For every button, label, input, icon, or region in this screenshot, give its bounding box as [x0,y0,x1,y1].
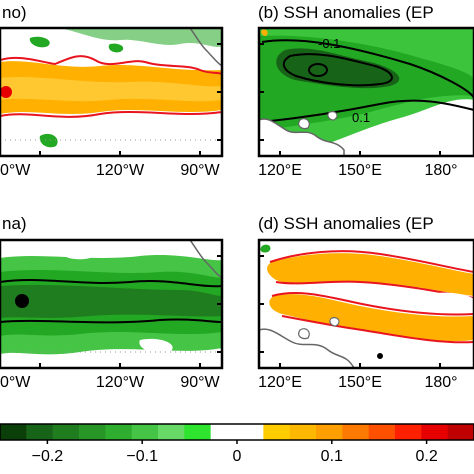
panel-d-islands [298,317,340,340]
panel-b-title: (b) SSH anomalies (EP [258,3,434,22]
panel-d-xtick-0: 120°E [258,374,302,391]
panel-b-contour-label-pos: 0.1 [352,110,370,125]
colorbar-tick-label: 0.1 [320,448,343,465]
panel-a-xtick-0: 0°W [0,162,31,179]
colorbar-cell [79,424,106,440]
panel-c-green-core [0,284,222,318]
colorbar-cell [447,424,474,440]
panel-a-title: no) [2,3,27,22]
panel-b-islands [298,111,338,130]
panel-a-green-bottom [39,133,58,148]
colorbar-cell [342,424,370,440]
colorbar-cell [210,424,238,440]
panel-a-green-spots [29,36,124,53]
panel-b-white-right [400,106,474,156]
panel-b-xtick-2: 180° [424,162,458,179]
colorbar-cell [52,424,80,440]
panel-d-red-low [271,292,474,344]
panel-b-map [259,28,474,156]
panel-d-title: (d) SSH anomalies (EP [258,214,434,233]
panel-a-red-contour [0,55,222,118]
panel-a-xtick-2: 90°W [180,162,220,179]
panel-b-xtick-1: 150°E [338,162,382,179]
panel-c-white-holes [59,246,173,354]
colorbar-cell [105,424,133,440]
colorbar-tick-label: −0.1 [126,448,158,465]
panel-d-orange-low [269,294,474,342]
panel-b-contour-label-neg: -0.1 [318,36,340,51]
colorbar-cell [263,424,291,440]
panel-b-contour-inner [282,53,393,87]
colorbar-cell [26,424,54,440]
colorbar-cell [131,424,159,440]
panel-b-ticks [259,43,441,156]
colorbar-cell [184,424,212,440]
colorbar-cell [237,424,264,440]
panel-b-contour-core [308,63,328,77]
colorbar [0,424,474,444]
panel-c-ticks [39,255,222,368]
panel-b-xtick-0: 120°E [258,162,302,179]
panel-c-xtick-2: 90°W [180,374,220,391]
panel-d-xtick-2: 180° [424,374,458,391]
colorbar-cell [316,424,343,440]
panel-a-red-dot [0,86,12,98]
panel-c-map [0,240,222,368]
panel-c-contour [0,279,222,324]
panel-a-ticks [39,43,222,156]
panel-d-ticks [259,255,441,368]
panel-c-title: na) [2,214,27,233]
panel-a-map [0,28,222,156]
panel-a-xtick-1: 120°W [95,162,145,179]
panel-a-green-top [0,28,222,47]
panel-b-orange-spots [261,29,268,36]
colorbar-tick-label: 0 [232,448,242,465]
panel-d-land [259,328,355,368]
panel-a-coast [189,28,222,67]
colorbar-cell [289,424,317,440]
colorbar-cell [395,424,422,440]
panel-c-xtick-0: 0°W [0,374,31,391]
colorbar-tick-label: −0.2 [31,448,64,465]
panel-d-white-right [430,292,474,312]
panel-d-xtick-1: 150°E [338,374,382,391]
panel-a-orange-core [0,77,222,102]
colorbar-cell [368,424,396,440]
panel-b-land [259,118,345,156]
panel-c-black-dot [15,294,29,308]
colorbar-cell [0,424,27,440]
colorbar-tick-label: 0.2 [415,448,438,465]
panel-c-coast [189,240,222,279]
panel-c-xtick-1: 120°W [95,374,145,391]
panel-d-map [259,240,474,368]
panel-d-orange-top [267,253,474,296]
colorbar-cell [421,424,449,440]
colorbar-cell [158,424,185,440]
panel-d-black-dot [377,353,383,359]
panel-b-contour-outer [261,39,474,123]
colorbar-frame [0,423,474,441]
panel-d-red-top [269,250,474,299]
